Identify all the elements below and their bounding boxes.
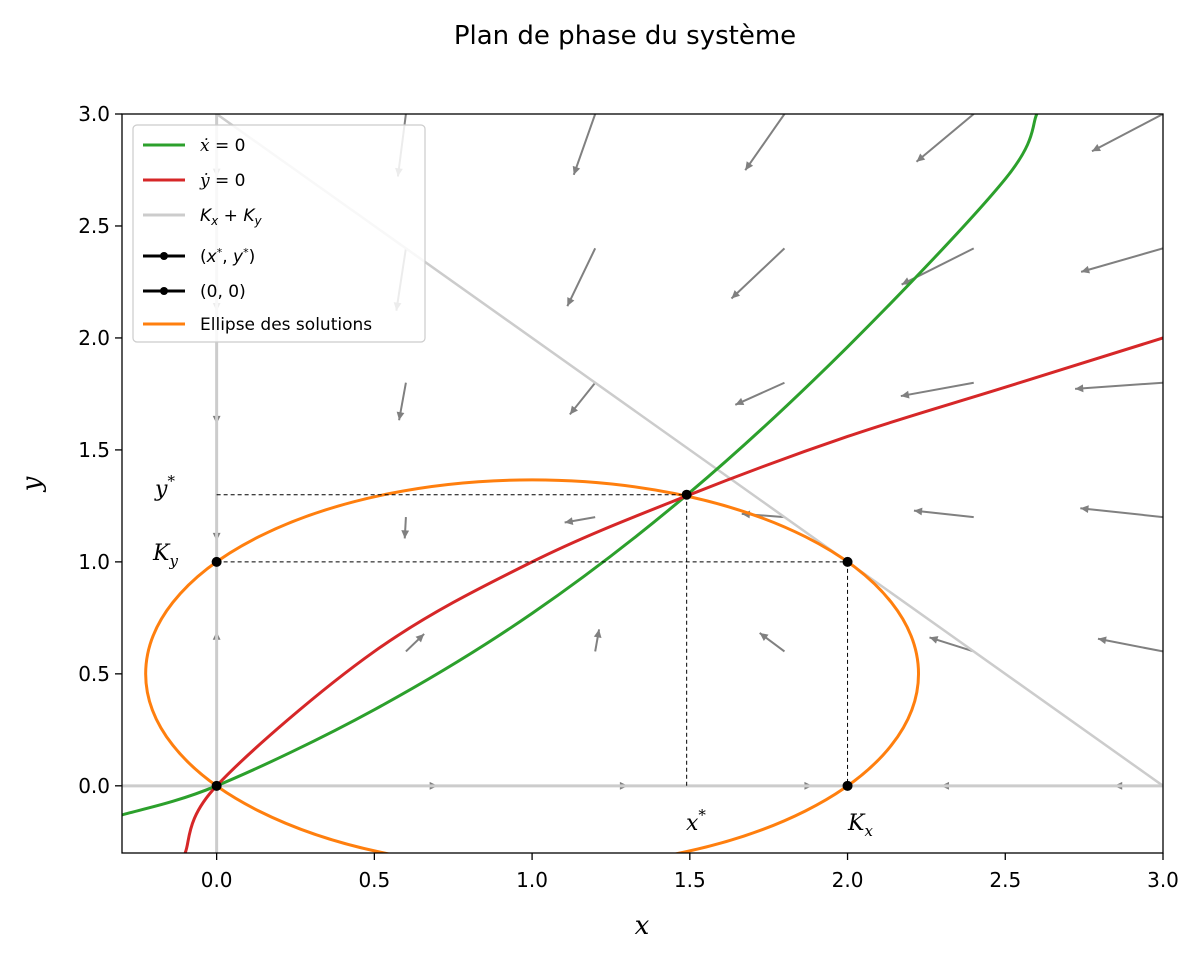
y-axis-ticks: 0.0 0.5 1.0 1.5 2.0 2.5 3.0 — [78, 102, 122, 798]
vector-arrow — [730, 247, 786, 300]
legend-label-ellipse: Ellipse des solutions — [200, 315, 372, 335]
y-tick-label: 0.5 — [78, 662, 110, 686]
legend-box — [132, 124, 426, 343]
svg-text:ẏ = 0: ẏ = 0 — [199, 171, 245, 191]
vector-arrow — [396, 382, 407, 421]
ydot-nullcline — [183, 336, 1163, 853]
svg-text:Ky: Ky — [152, 541, 178, 570]
y-tick-label: 2.5 — [78, 214, 110, 238]
vector-arrow — [1075, 381, 1163, 393]
y-tick-label: 0.0 — [78, 774, 110, 798]
vector-arrow — [759, 632, 786, 653]
annotation-x-star: x* — [686, 806, 706, 836]
svg-text:(0, 0): (0, 0) — [200, 282, 246, 302]
annotation-k-y-text: K — [152, 541, 171, 566]
vector-arrow — [734, 381, 785, 406]
points-layer — [211, 489, 853, 791]
annotation-k-y: Ky — [152, 541, 178, 570]
svg-text:y*: y* — [154, 472, 175, 502]
annotation-k-x: Kx — [847, 811, 873, 840]
legend-entry-ydot: ẏ = 0 — [143, 171, 245, 191]
annotation-k-x-text: K — [847, 811, 866, 836]
svg-text:(x*, y*): (x*, y*) — [200, 246, 255, 267]
svg-text:Kx + Ky: Kx + Ky — [200, 206, 262, 228]
vector-arrow — [566, 247, 597, 307]
x-tick-label: 2.5 — [989, 868, 1021, 892]
vector-arrow — [915, 114, 975, 163]
vector-arrow — [900, 381, 974, 399]
legend: ẋ = 0 ẏ = 0 Kx + Ky (x*, y*) (0, 0) Elli… — [132, 124, 426, 343]
data-point — [211, 556, 222, 567]
y-tick-label: 3.0 — [78, 102, 110, 126]
vector-arrow — [405, 633, 425, 653]
vector-arrow — [1080, 505, 1163, 519]
data-point — [681, 489, 692, 500]
solution-ellipse — [144, 478, 920, 853]
x-tick-label: 0.0 — [201, 868, 233, 892]
vector-arrow — [1097, 636, 1163, 653]
y-tick-label: 1.5 — [78, 438, 110, 462]
legend-entry-xdot: ẋ = 0 — [143, 136, 245, 156]
legend-entry-equilibrium: (x*, y*) — [143, 246, 255, 267]
annotation-y-star: y* — [154, 472, 175, 502]
vector-arrow — [564, 516, 596, 525]
plot-frame — [121, 113, 1164, 854]
x-axis-ticks: 0.0 0.5 1.0 1.5 2.0 2.5 3.0 — [201, 853, 1179, 892]
x-axis-label: x — [635, 911, 650, 941]
svg-text:x*: x* — [686, 806, 706, 836]
vector-arrow — [401, 517, 410, 539]
legend-entry-origin: (0, 0) — [143, 282, 246, 302]
x-tick-label: 2.0 — [832, 868, 864, 892]
svg-text:Kx: Kx — [847, 811, 873, 840]
vector-arrow — [572, 114, 597, 176]
xdot-nullcline — [122, 114, 1039, 817]
data-point — [842, 556, 853, 567]
guide-lines-layer — [216, 494, 849, 786]
vector-arrow — [569, 382, 596, 416]
y-axis-label: y — [17, 476, 47, 492]
vector-arrow — [744, 114, 786, 171]
plot-area — [122, 114, 1163, 853]
x-tick-label: 1.5 — [674, 868, 706, 892]
vector-arrow — [929, 636, 975, 653]
vector-arrow — [1080, 247, 1163, 274]
vector-arrow — [593, 629, 602, 652]
data-point — [842, 780, 853, 791]
annotation-x-star-text: x — [686, 811, 699, 836]
svg-text:ẋ = 0: ẋ = 0 — [200, 136, 245, 156]
data-point — [211, 780, 222, 791]
legend-entry-ellipse: Ellipse des solutions — [143, 315, 372, 335]
y-tick-label: 2.0 — [78, 326, 110, 350]
x-tick-label: 1.0 — [516, 868, 548, 892]
vector-arrow — [1091, 114, 1163, 153]
y-tick-label: 1.0 — [78, 550, 110, 574]
x-tick-label: 0.5 — [358, 868, 390, 892]
x-tick-label: 3.0 — [1147, 868, 1179, 892]
annotation-y-star-text: y — [154, 477, 168, 502]
vector-arrow — [913, 507, 974, 519]
chart-title: Plan de phase du système — [454, 21, 796, 51]
